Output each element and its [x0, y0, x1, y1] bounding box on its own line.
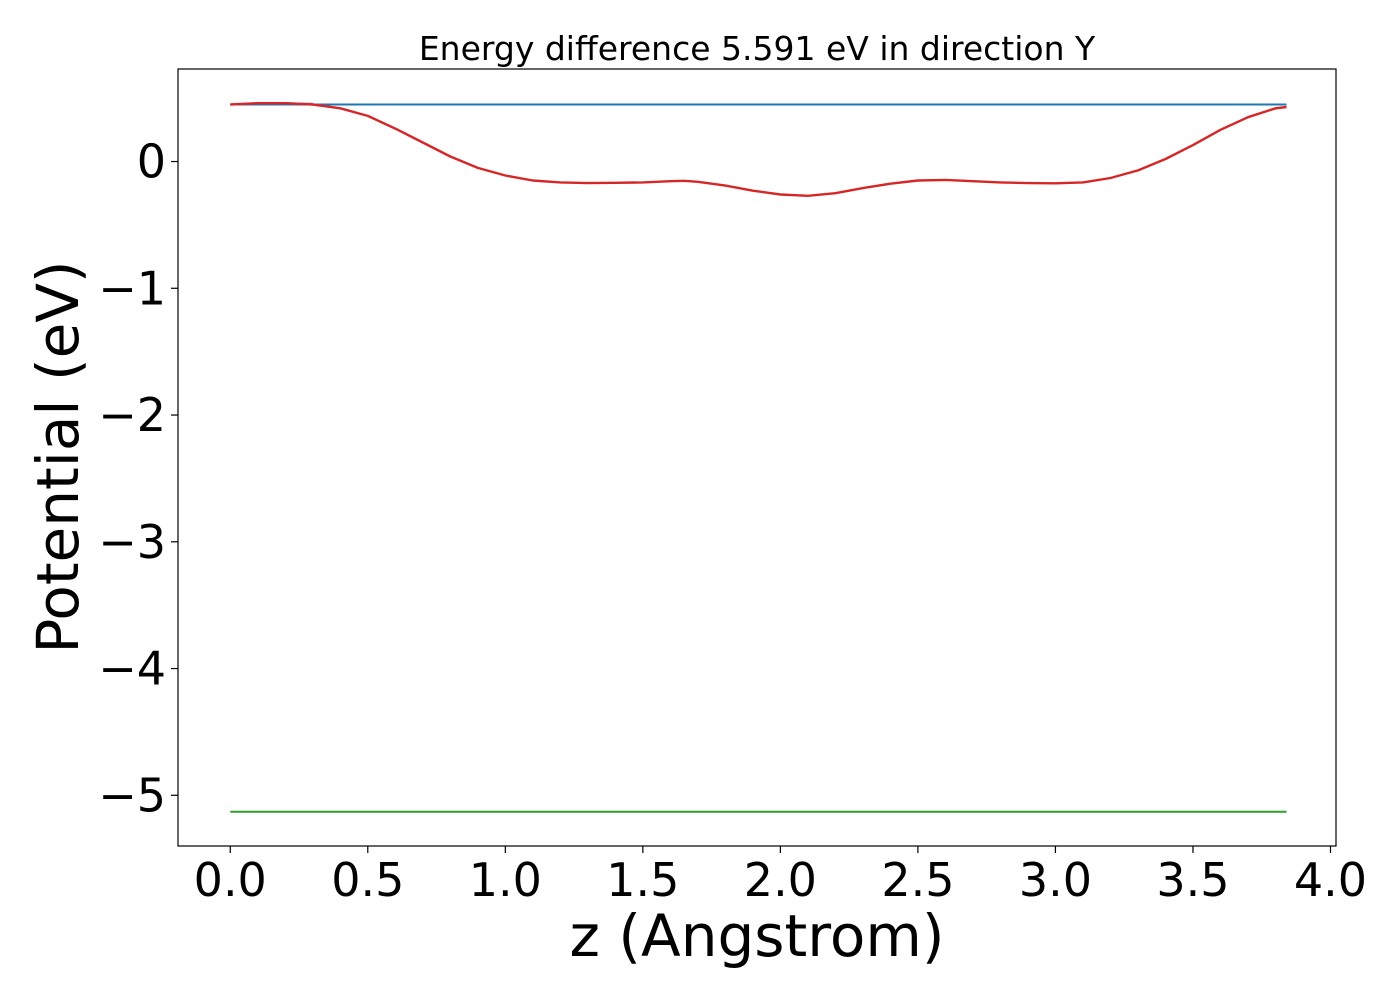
x-axis-label: z (Angstrom): [570, 902, 945, 970]
chart-title: Energy difference 5.591 eV in direction …: [419, 29, 1096, 68]
x-tick-label-4: 2.0: [744, 853, 817, 907]
x-tick-label-1: 0.5: [331, 853, 404, 907]
series-layer: [230, 101, 1287, 813]
series-line-3: [230, 101, 1287, 198]
x-tick-label-0: 0.0: [194, 853, 267, 907]
x-tick-label-5: 2.5: [881, 853, 954, 907]
y-tick-label-5: −5: [98, 768, 166, 822]
x-tick-label-6: 3.0: [1019, 853, 1092, 907]
x-tick-label-7: 3.5: [1156, 853, 1229, 907]
y-tick-label-3: −3: [98, 515, 166, 569]
plot-frame: [177, 68, 1337, 847]
x-tick-label-2: 1.0: [469, 853, 542, 907]
y-tick-label-1: −1: [98, 261, 166, 315]
y-axis-label: Potential (eV): [24, 260, 92, 653]
y-tick-label-2: −2: [98, 388, 166, 442]
x-tick-label-8: 4.0: [1294, 853, 1367, 907]
x-tick-label-3: 1.5: [606, 853, 679, 907]
y-tick-label-4: −4: [98, 642, 166, 696]
y-axis-ticks: 0 −1 −2 −3 −4 −5: [98, 135, 178, 822]
y-tick-label-0: 0: [137, 135, 166, 189]
x-axis-ticks: 0.0 0.5 1.0 1.5 2.0 2.5 3.0 3.5 4.0: [194, 846, 1367, 907]
